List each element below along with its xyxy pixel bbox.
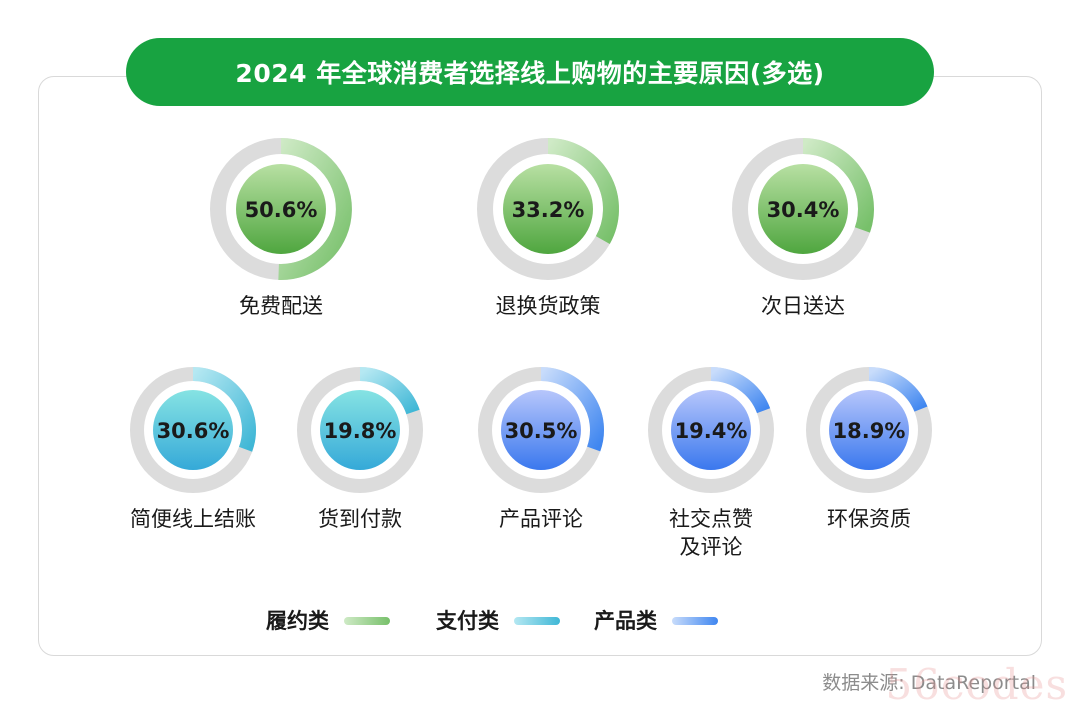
donut-value-arc: [710, 367, 771, 414]
donut-5: 19.8% 货到付款: [297, 367, 423, 531]
donut-value-arc: [868, 367, 928, 412]
donut-value-label: 30.6%: [157, 419, 230, 443]
donut-category-label: 社交点赞: [669, 507, 753, 531]
donut-center: [671, 390, 751, 470]
donut-category-label: 及评论: [680, 535, 743, 559]
donut-1: 50.6% 免费配送: [210, 138, 352, 318]
legend-swatch: [672, 617, 718, 625]
watermark: 56codes: [885, 660, 1068, 709]
donut-value-arc: [192, 367, 256, 452]
donut-center: [503, 164, 593, 254]
donut-category-label: 产品评论: [499, 507, 583, 531]
donut-value-arc: [540, 367, 604, 452]
donut-center: [153, 390, 233, 470]
donut-category-label: 货到付款: [318, 507, 402, 531]
donut-center: [501, 390, 581, 470]
legend-item-product: 产品类: [594, 609, 718, 633]
donut-center: [829, 390, 909, 470]
legend-swatch: [514, 617, 560, 625]
donut-center: [320, 390, 400, 470]
donut-value-label: 19.4%: [675, 419, 748, 443]
donut-8: 18.9% 环保资质: [806, 367, 932, 531]
donut-3: 30.4% 次日送达: [732, 138, 874, 318]
donut-category-label: 环保资质: [827, 507, 911, 531]
legend-label: 履约类: [266, 609, 330, 633]
donut-value-label: 50.6%: [245, 198, 318, 222]
legend-label: 支付类: [436, 609, 500, 633]
donut-4: 30.6% 简便线上结账: [130, 367, 256, 531]
legend-swatch: [344, 617, 390, 625]
legend-item-payment: 支付类: [436, 609, 560, 633]
donut-category-label: 简便线上结账: [130, 507, 256, 531]
donut-value-arc: [359, 367, 420, 415]
donut-value-label: 30.5%: [505, 419, 578, 443]
donut-value-label: 19.8%: [324, 419, 397, 443]
donut-value-label: 33.2%: [512, 198, 585, 222]
legend-item-fulfillment: 履约类: [266, 609, 390, 633]
donut-category-label: 次日送达: [761, 294, 845, 318]
donut-category-label: 退换货政策: [496, 294, 601, 318]
legend-label: 产品类: [594, 609, 658, 633]
donut-2: 33.2% 退换货政策: [477, 138, 619, 318]
donut-value-label: 18.9%: [833, 419, 906, 443]
donut-center: [758, 164, 848, 254]
donut-value-label: 30.4%: [767, 198, 840, 222]
chart-title: 2024 年全球消费者选择线上购物的主要原因(多选): [126, 38, 934, 106]
source-note: 数据来源: DataReportal: [822, 672, 1036, 694]
donut-value-arc: [802, 138, 874, 233]
donut-value-arc: [278, 138, 352, 280]
donut-6: 30.5% 产品评论: [478, 367, 604, 531]
donut-value-arc: [547, 138, 619, 244]
donut-category-label: 免费配送: [239, 294, 323, 318]
chart-title-text: 2024 年全球消费者选择线上购物的主要原因(多选): [235, 59, 825, 88]
donut-center: [236, 164, 326, 254]
